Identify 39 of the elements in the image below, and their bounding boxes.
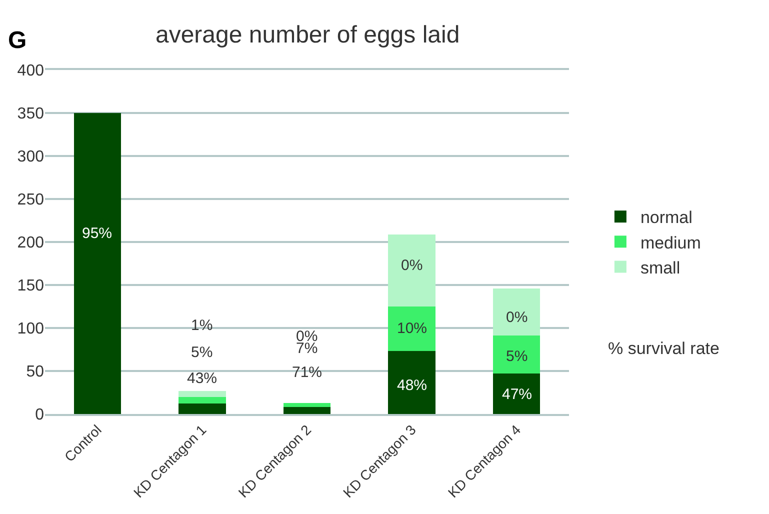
y-tick-label: 100 [17, 320, 44, 338]
bar [74, 113, 121, 414]
bar [493, 288, 540, 336]
annotation: 47% [502, 386, 532, 403]
text: % survival rate [608, 339, 720, 358]
annotation: 7% [296, 340, 318, 357]
bar [493, 374, 540, 414]
y-tick-label: 50 [26, 364, 44, 381]
bar [493, 336, 540, 374]
legend-label: normal [640, 208, 692, 228]
bar [388, 306, 436, 352]
text: G [8, 27, 27, 54]
bar [283, 407, 331, 414]
bar [178, 396, 226, 404]
annotation: 1% [191, 317, 213, 334]
bar [178, 390, 226, 397]
legend-label: small [640, 258, 680, 278]
annotation: 10% [397, 320, 428, 337]
legend-label: medium [640, 233, 701, 252]
annotation: 95% [82, 225, 112, 242]
y-tick-label: 250 [17, 192, 44, 209]
annotation: 43% [187, 370, 218, 387]
annotation: 5% [191, 344, 213, 361]
annotation: 0% [506, 309, 528, 326]
y-tick-label: 200 [17, 234, 44, 252]
y-tick-label: 150 [17, 278, 44, 295]
bar [388, 234, 436, 306]
bar [388, 351, 436, 414]
bar [283, 402, 331, 408]
chart-title: average number of eggs laid [156, 22, 460, 48]
y-tick-label: 350 [17, 106, 44, 123]
bar [178, 404, 226, 414]
y-tick-label: 400 [17, 62, 44, 80]
annotation: 48% [397, 377, 428, 394]
y-tick-label: 300 [17, 148, 44, 166]
annotation: 71% [292, 364, 322, 381]
annotation: 5% [506, 348, 528, 365]
y-tick-label: 0 [35, 406, 44, 424]
annotation: 0% [401, 257, 423, 274]
